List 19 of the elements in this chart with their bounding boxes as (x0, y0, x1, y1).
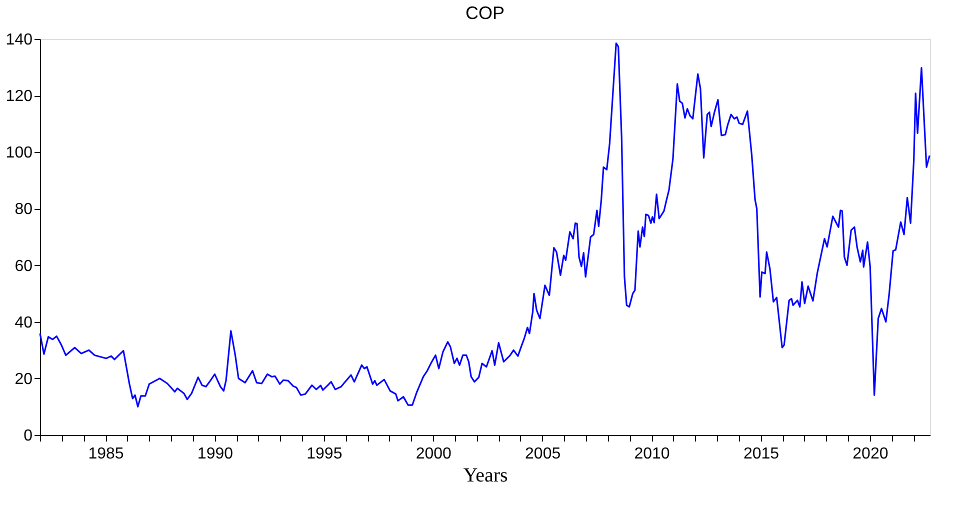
x-axis-title: Years (463, 464, 508, 486)
line-series (39, 42, 930, 408)
x-tick-label: 1995 (306, 446, 342, 462)
y-tick-label: 80 (14, 201, 33, 218)
x-tick-label: 1985 (88, 446, 124, 462)
x-tick-label: 2000 (416, 446, 452, 462)
x-tick-label: 2020 (852, 446, 888, 462)
chart-title: COP (465, 3, 505, 23)
x-tick-label: 2010 (634, 446, 670, 462)
y-tick-label: 140 (6, 32, 33, 48)
y-tick-label: 20 (14, 370, 33, 388)
y-tick-label: 0 (24, 428, 33, 444)
x-tick-label: 2015 (743, 446, 780, 462)
y-tick-label: 40 (14, 314, 33, 332)
x-tick-label: 1990 (197, 446, 234, 462)
y-tick-label: 100 (6, 144, 33, 162)
y-tick-label: 60 (14, 258, 33, 275)
x-tick-label: 2005 (525, 446, 561, 462)
y-tick-label: 120 (6, 88, 33, 106)
